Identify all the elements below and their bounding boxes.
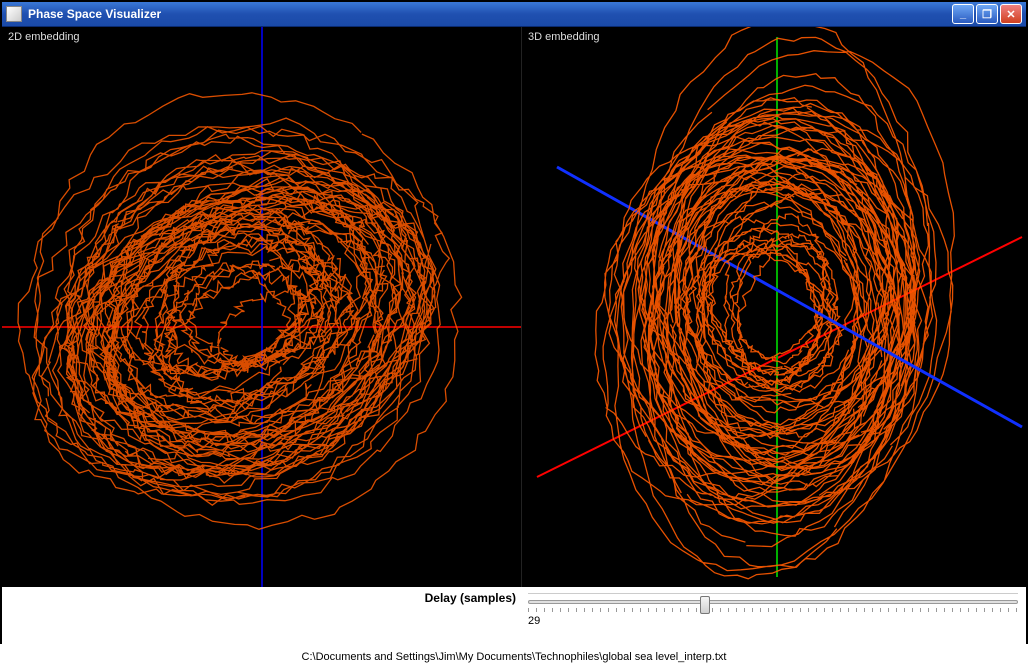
delay-slider-area: 29 <box>528 591 1018 627</box>
window-titlebar: Phase Space Visualizer _ ❐ ✕ <box>2 2 1026 27</box>
app-icon <box>6 6 22 22</box>
viewports: 2D embedding 3D embedding <box>2 27 1026 587</box>
file-path: C:\Documents and Settings\Jim\My Documen… <box>10 651 1018 663</box>
delay-slider-rail <box>528 600 1018 604</box>
plot-3d <box>522 27 1026 587</box>
delay-slider-row: Delay (samples) 29 <box>10 591 1018 627</box>
plot-2d <box>2 27 522 587</box>
close-button[interactable]: ✕ <box>1000 4 1022 24</box>
maximize-button[interactable]: ❐ <box>976 4 998 24</box>
viewport-2d-label: 2D embedding <box>8 31 80 43</box>
window-buttons: _ ❐ ✕ <box>952 4 1022 24</box>
viewport-3d-label: 3D embedding <box>528 31 600 43</box>
minimize-button[interactable]: _ <box>952 4 974 24</box>
delay-label: Delay (samples) <box>10 591 520 605</box>
viewport-2d[interactable]: 2D embedding <box>2 27 522 587</box>
viewport-3d[interactable]: 3D embedding <box>522 27 1026 587</box>
delay-slider[interactable] <box>528 593 1018 613</box>
content-area: 2D embedding 3D embedding Delay (samples… <box>2 27 1026 642</box>
delay-slider-thumb[interactable] <box>700 596 710 614</box>
control-panel: Delay (samples) 29 C:\Documents and Sett… <box>2 587 1026 667</box>
delay-value: 29 <box>528 615 1018 627</box>
window-title: Phase Space Visualizer <box>28 7 952 21</box>
